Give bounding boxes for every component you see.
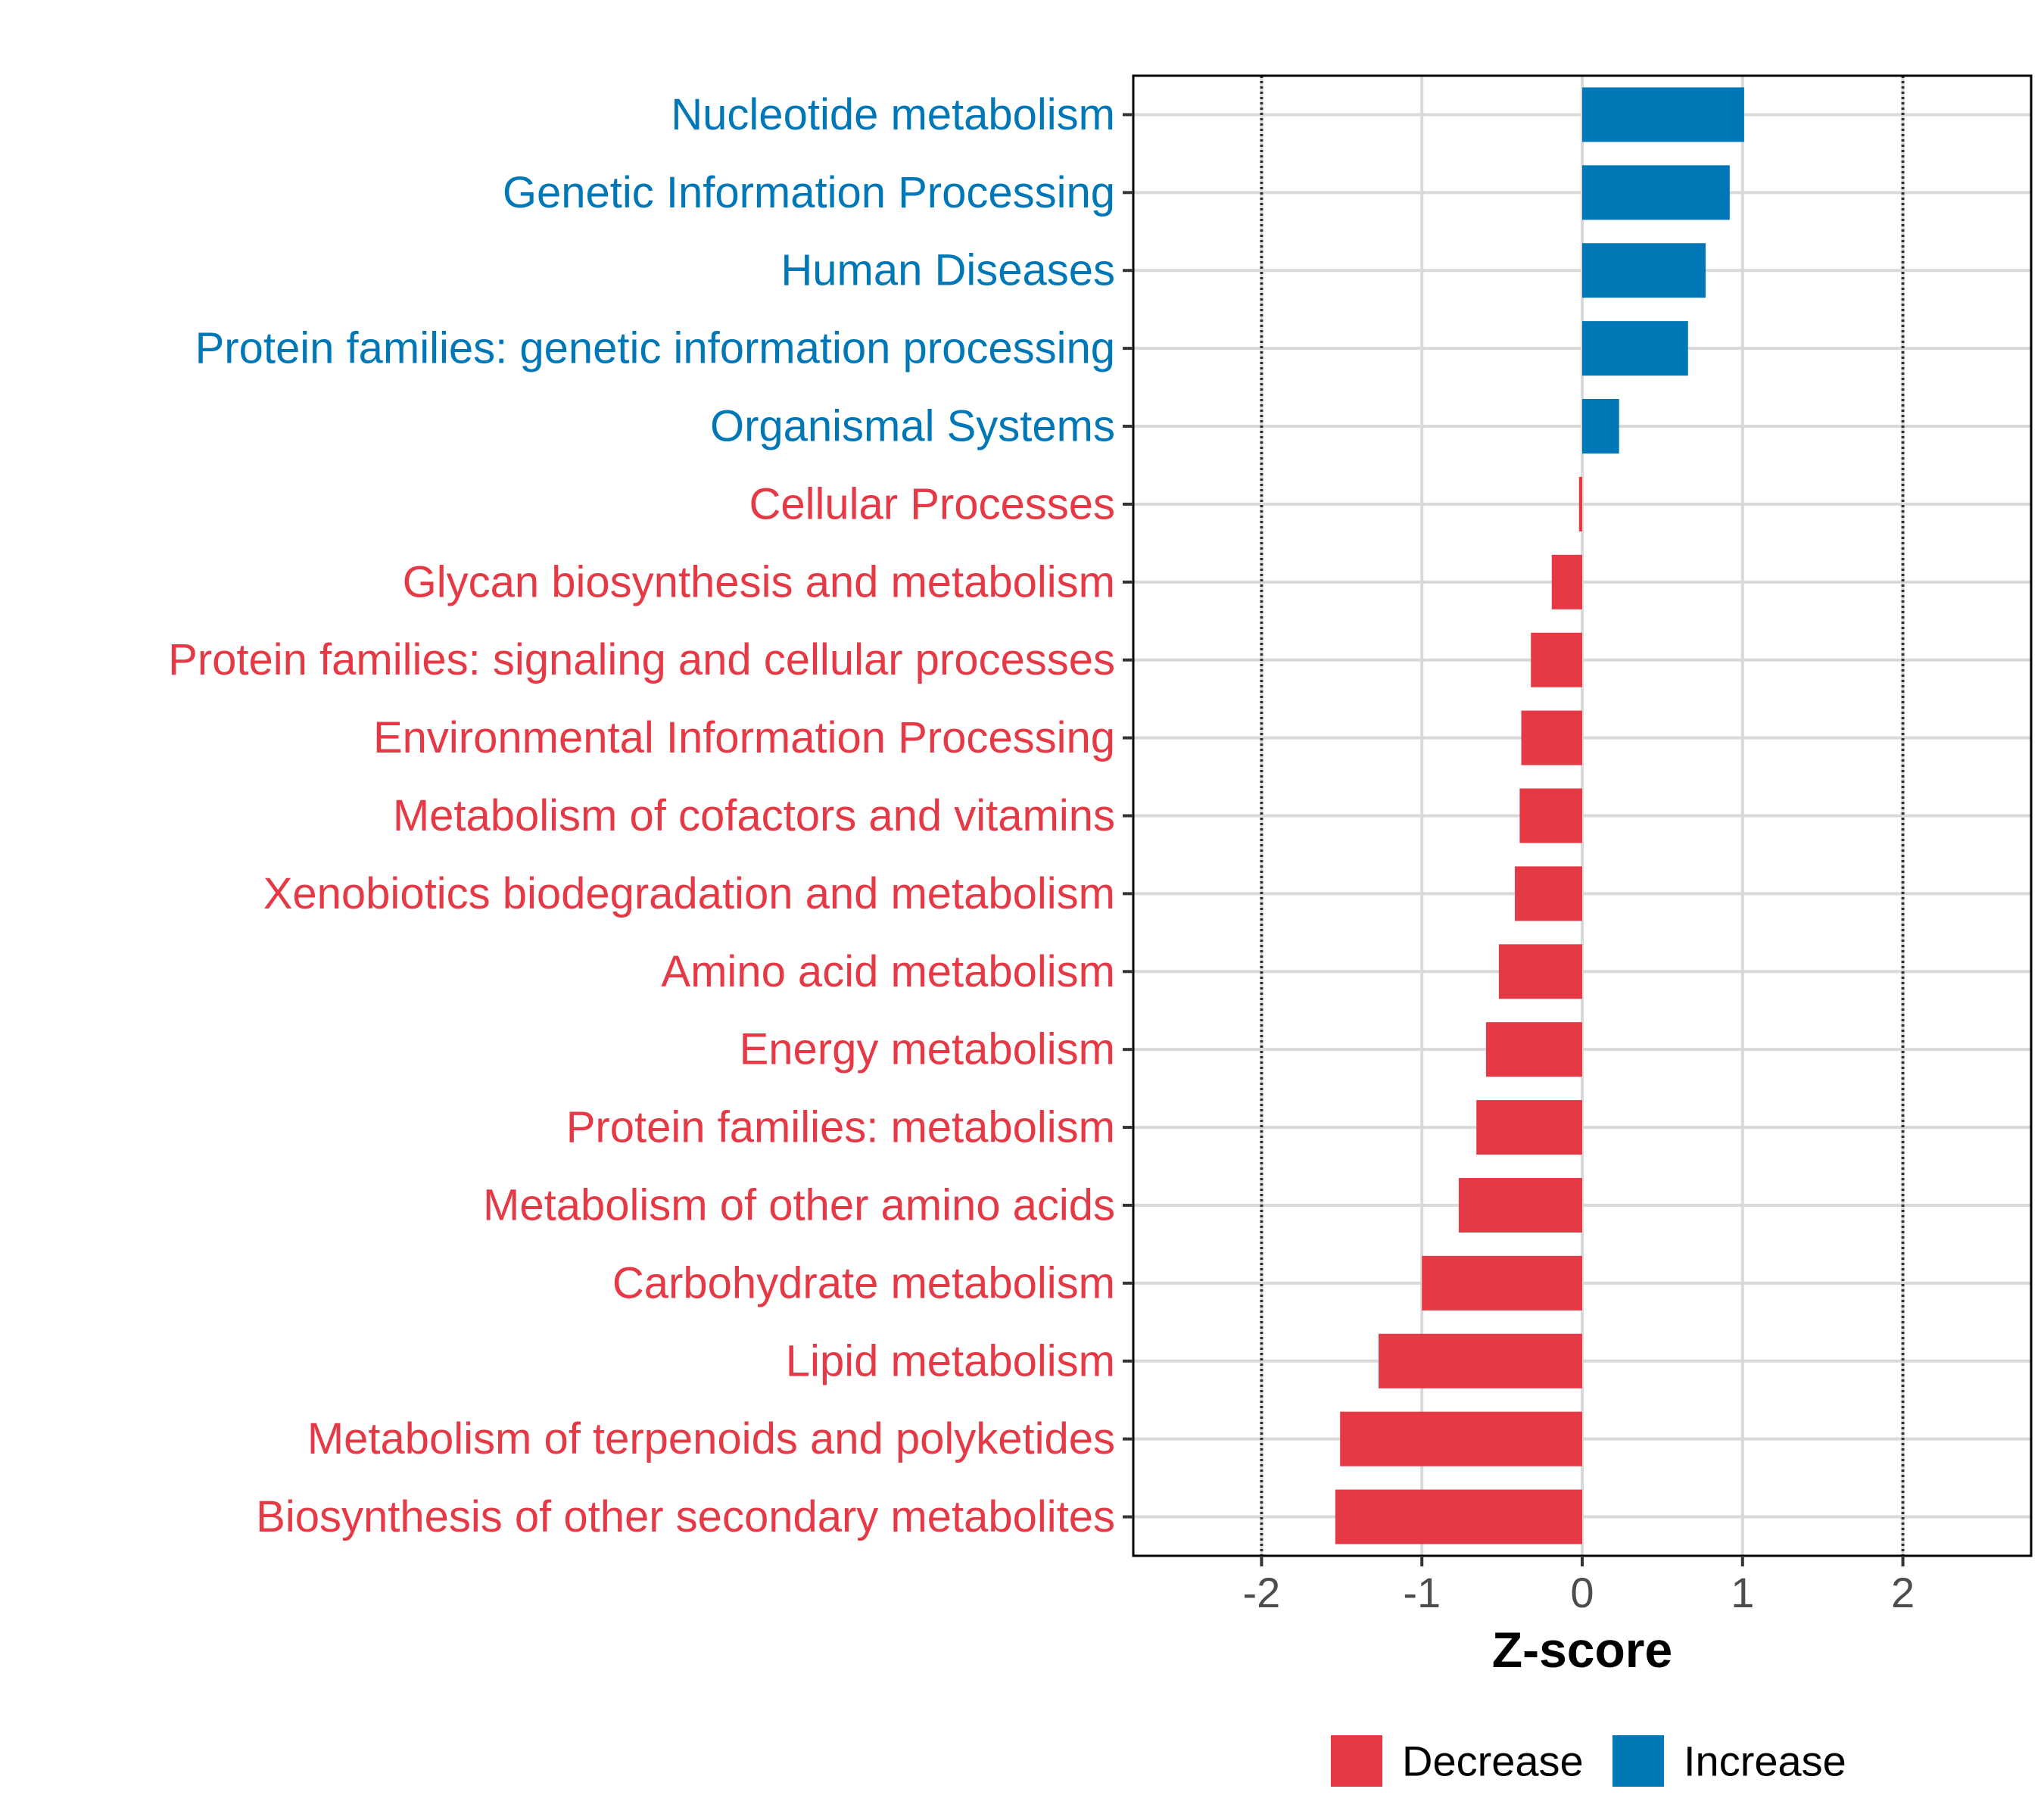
category-label-3: Protein families: genetic information pr… (195, 324, 1115, 373)
bars (1335, 87, 1744, 1544)
category-label-4: Organismal Systems (710, 402, 1115, 451)
bar-9 (1519, 788, 1582, 843)
category-label-18: Biosynthesis of other secondary metaboli… (256, 1492, 1115, 1541)
category-label-9: Metabolism of cofactors and vitamins (393, 791, 1115, 840)
category-label-15: Carbohydrate metabolism (612, 1258, 1115, 1307)
legend-label-decrease: Decrease (1402, 1738, 1584, 1785)
x-tick-label-2: 0 (1570, 1569, 1594, 1616)
bar-16 (1379, 1333, 1582, 1388)
x-tick-label-3: 1 (1731, 1569, 1754, 1616)
category-label-8: Environmental Information Processing (373, 713, 1115, 762)
bar-0 (1582, 87, 1744, 142)
bar-7 (1531, 632, 1582, 687)
bar-15 (1422, 1255, 1582, 1311)
bar-17 (1340, 1411, 1582, 1466)
bar-14 (1458, 1177, 1582, 1233)
category-label-17: Metabolism of terpenoids and polyketides (307, 1414, 1115, 1463)
y-axis-ticks (1123, 113, 1133, 1519)
bar-8 (1521, 710, 1582, 765)
category-label-7: Protein families: signaling and cellular… (168, 635, 1115, 684)
y-axis-category-labels: Nucleotide metabolism Genetic Information… (168, 90, 1115, 1541)
bar-18 (1335, 1489, 1582, 1544)
x-axis-ticks (1260, 1556, 1905, 1566)
category-label-16: Lipid metabolism (786, 1336, 1115, 1385)
x-tick-label-1: -1 (1403, 1569, 1441, 1616)
x-axis-title: Z-score (1492, 1622, 1672, 1678)
bar-1 (1582, 165, 1730, 220)
category-label-5: Cellular Processes (749, 479, 1115, 528)
legend-swatch-decrease (1331, 1735, 1382, 1787)
category-label-11: Amino acid metabolism (661, 947, 1115, 996)
legend: Decrease Increase (1331, 1735, 1846, 1787)
bar-12 (1485, 1022, 1582, 1077)
bar-11 (1498, 944, 1582, 999)
x-tick-label-4: 2 (1891, 1569, 1915, 1616)
category-label-6: Glycan biosynthesis and metabolism (403, 557, 1115, 606)
bar-2 (1582, 243, 1706, 298)
x-axis-tick-labels: -2 -1 0 1 2 (1243, 1569, 1915, 1616)
bar-5 (1578, 476, 1582, 531)
category-label-10: Xenobiotics biodegradation and metabolis… (263, 869, 1115, 918)
category-label-0: Nucleotide metabolism (671, 90, 1115, 139)
category-label-12: Energy metabolism (740, 1025, 1115, 1074)
category-label-1: Genetic Information Processing (503, 168, 1115, 217)
category-label-14: Metabolism of other amino acids (483, 1180, 1115, 1230)
legend-swatch-increase (1612, 1735, 1664, 1787)
bar-3 (1582, 321, 1688, 376)
category-label-13: Protein families: metabolism (566, 1103, 1115, 1152)
legend-label-increase: Increase (1684, 1738, 1846, 1785)
bar-4 (1582, 399, 1619, 454)
bar-6 (1551, 554, 1582, 609)
x-tick-label-0: -2 (1243, 1569, 1281, 1616)
bar-13 (1476, 1100, 1582, 1155)
category-label-2: Human Diseases (781, 246, 1115, 295)
bar-10 (1515, 866, 1582, 921)
